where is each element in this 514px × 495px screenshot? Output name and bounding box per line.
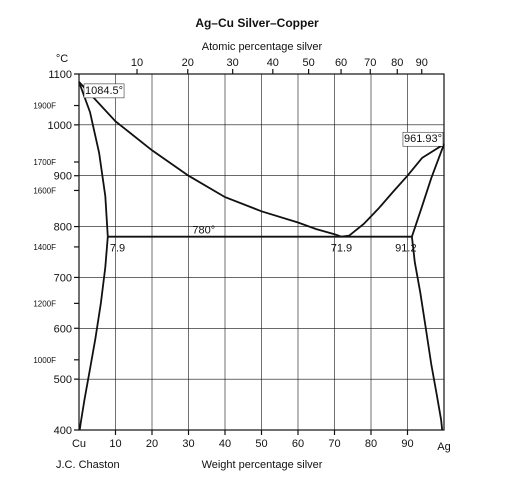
- y-tick-label-500: 500: [54, 374, 72, 386]
- credit-text: J.C. Chaston: [56, 459, 120, 471]
- annotation-1: 1084.5°: [85, 85, 123, 97]
- phase-boundary-4: [411, 143, 445, 237]
- x2-tick-label-80: 80: [391, 57, 403, 69]
- x2-tick-label-50: 50: [302, 57, 314, 69]
- x2-tick-label-10: 10: [131, 57, 143, 69]
- x-end-label-left: Cu: [72, 438, 86, 450]
- annotation-4: 7.9: [110, 243, 125, 255]
- x2-tick-label-30: 30: [227, 57, 239, 69]
- phase-boundaries: [78, 81, 445, 431]
- x-tick-label-70: 70: [328, 438, 340, 450]
- x-tick-label-60: 60: [292, 438, 304, 450]
- x2-tick-label-70: 70: [364, 57, 376, 69]
- x-axis-label: Weight percentage silver: [202, 459, 323, 471]
- phase-boundary-7: [411, 236, 444, 431]
- y-tick-label-1000: 1000: [48, 120, 72, 132]
- plot-frame: [78, 73, 445, 431]
- annotation-6: 91.2: [395, 243, 416, 255]
- x-tick-label-10: 10: [109, 438, 121, 450]
- y-axis-unit-label: °C: [56, 53, 68, 65]
- x2-tick-label-20: 20: [182, 57, 194, 69]
- y-tick-label-700: 700: [54, 272, 72, 284]
- annotation-box-2: [402, 131, 444, 147]
- x-tick-label-80: 80: [365, 438, 377, 450]
- y-tick-label-f-1400F: 1400F: [33, 243, 56, 252]
- chart-title: Ag–Cu Silver–Copper: [195, 16, 319, 30]
- x-tick-label-40: 40: [219, 438, 231, 450]
- y-tick-label-900: 900: [54, 171, 72, 183]
- x2-tick-label-90: 90: [416, 57, 428, 69]
- tick-labels: 400 500 600 700 800 900 1000 1100 1000F 1200F 1400…: [33, 57, 450, 453]
- annotation-2: 961.93°: [404, 133, 442, 145]
- axes: [74, 69, 445, 435]
- annotation-box-1: [83, 83, 125, 99]
- y-tick-label-f-1900F: 1900F: [33, 102, 56, 111]
- y-tick-label-f-1200F: 1200F: [33, 299, 56, 308]
- y-tick-label-800: 800: [54, 222, 72, 234]
- phase-boundary-6: [78, 236, 109, 431]
- grid: [79, 74, 444, 430]
- phase-boundary-3: [78, 81, 109, 237]
- y-tick-label-600: 600: [54, 323, 72, 335]
- y-tick-label-f-1000F: 1000F: [33, 356, 56, 365]
- x-tick-label-30: 30: [182, 438, 194, 450]
- x-tick-label-50: 50: [255, 438, 267, 450]
- annotation-3: 780°: [192, 225, 215, 237]
- top-axis-label: Atomic percentage silver: [202, 41, 323, 53]
- phase-boundary-1: [78, 81, 342, 238]
- annotations: 1084.5° 961.93° 780° 7.9 71.9 91.2: [83, 83, 444, 255]
- x-end-label-right: Ag: [437, 441, 450, 453]
- phase-boundary-2: [341, 143, 445, 238]
- x-tick-label-90: 90: [401, 438, 413, 450]
- y-tick-label-400: 400: [54, 425, 72, 437]
- y-tick-label-f-1600F: 1600F: [33, 186, 56, 195]
- x2-tick-label-40: 40: [267, 57, 279, 69]
- y-tick-label-1100: 1100: [48, 69, 72, 81]
- x2-tick-label-60: 60: [335, 57, 347, 69]
- annotation-5: 71.9: [331, 243, 352, 255]
- y-tick-label-f-1700F: 1700F: [33, 158, 56, 167]
- x-tick-label-20: 20: [146, 438, 158, 450]
